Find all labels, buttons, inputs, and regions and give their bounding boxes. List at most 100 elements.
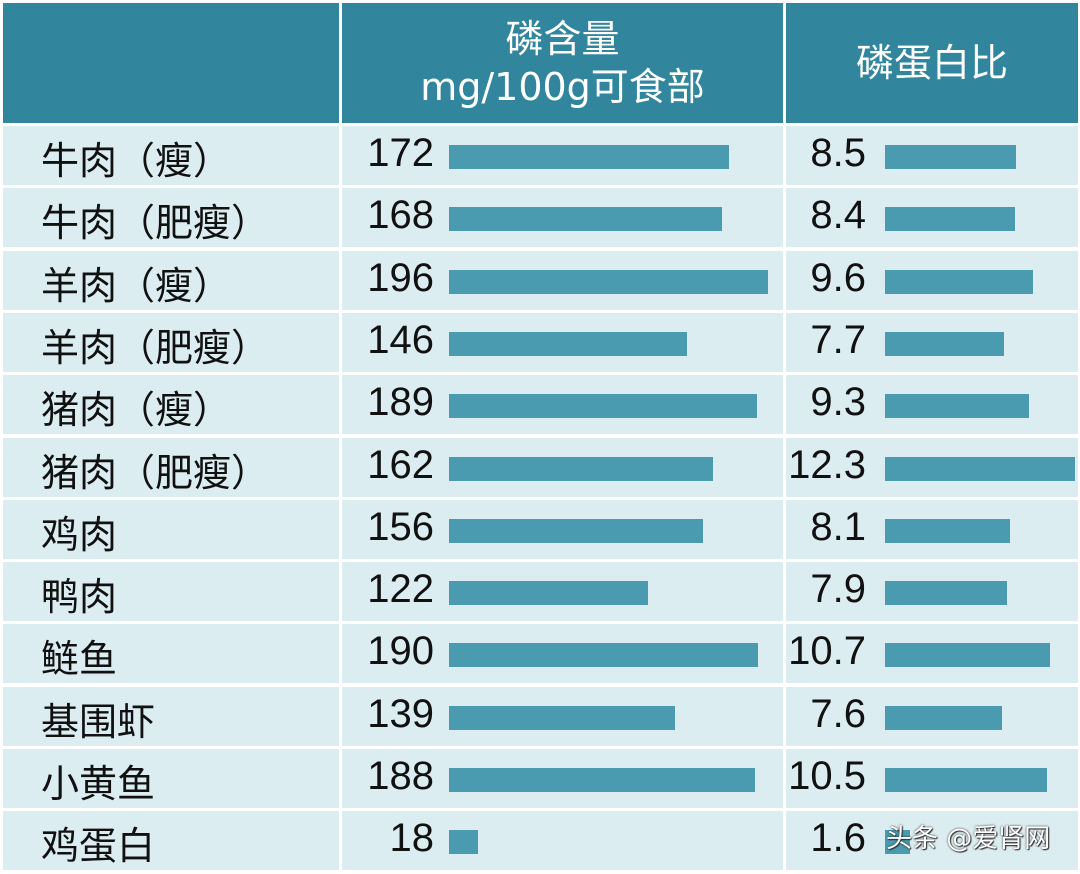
phosphorus-cell: 172 — [342, 126, 783, 185]
phosphorus-cell: 188 — [342, 749, 783, 808]
table-row: 牛肉（瘦） 172 8.5 — [0, 126, 1080, 185]
table-row: 猪肉（肥瘦） 162 12.3 — [0, 437, 1080, 497]
phosphorus-cell: 139 — [342, 686, 783, 746]
ratio-value: 10.7 — [788, 629, 866, 674]
phosphorus-cell: 156 — [342, 499, 783, 559]
ratio-cell: 8.4 — [786, 188, 1078, 248]
food-name: 猪肉（肥瘦） — [41, 450, 270, 495]
ratio-bar — [885, 394, 1029, 419]
table-row: 羊肉（瘦） 196 9.6 — [0, 250, 1080, 310]
ratio-bar — [885, 705, 1003, 730]
food-name: 羊肉（瘦） — [41, 263, 232, 308]
food-cell: 猪肉（肥瘦） — [3, 437, 339, 497]
phosphorus-bar — [449, 643, 759, 668]
ratio-cell: 8.1 — [786, 499, 1078, 559]
food-cell: 鸡蛋白 — [3, 811, 339, 871]
food-name: 鲢鱼 — [41, 637, 118, 682]
ratio-value: 9.6 — [810, 255, 866, 300]
food-cell: 鲢鱼 — [3, 624, 339, 684]
food-name: 基围虾 — [41, 699, 156, 744]
ratio-bar — [885, 145, 1017, 169]
food-cell: 鸡肉 — [3, 499, 339, 559]
phosphorus-cell: 190 — [342, 624, 783, 684]
ratio-value: 7.9 — [810, 567, 866, 612]
phosphorus-value: 139 — [367, 691, 434, 736]
phosphorus-value: 156 — [367, 504, 434, 549]
ratio-value: 8.1 — [810, 504, 866, 549]
phosphorus-cell: 18 — [342, 811, 783, 871]
phosphorus-bar — [449, 705, 676, 730]
phosphorus-bar — [449, 207, 723, 232]
ratio-cell: 7.6 — [786, 686, 1078, 746]
ratio-cell: 9.6 — [786, 250, 1078, 310]
ratio-cell: 12.3 — [786, 437, 1078, 497]
phosphorus-cell: 162 — [342, 437, 783, 497]
table-row: 鸭肉 122 7.9 — [0, 562, 1080, 622]
ratio-bar — [885, 269, 1034, 294]
table-row: 羊肉（肥瘦） 146 7.7 — [0, 312, 1080, 372]
phosphorus-bar — [449, 581, 648, 606]
food-cell: 羊肉（肥瘦） — [3, 312, 339, 372]
table-row: 猪肉（瘦） 189 9.3 — [0, 375, 1080, 435]
ratio-cell: 10.5 — [786, 749, 1078, 808]
table-row: 小黄鱼 188 10.5 — [0, 749, 1080, 808]
food-name: 猪肉（瘦） — [41, 388, 232, 433]
phosphorus-value: 18 — [389, 816, 435, 861]
ratio-cell: 7.7 — [786, 312, 1078, 372]
header-phosphorus-unit: mg/100g可食部 — [420, 65, 705, 109]
food-cell: 小黄鱼 — [3, 749, 339, 808]
phosphorus-value: 168 — [367, 193, 434, 238]
ratio-value: 8.4 — [810, 193, 866, 238]
food-name: 鸡肉 — [41, 512, 118, 557]
phosphorus-cell: 122 — [342, 562, 783, 622]
table-row: 牛肉（肥瘦） 168 8.4 — [0, 188, 1080, 248]
phosphorus-cell: 189 — [342, 375, 783, 435]
food-name: 小黄鱼 — [41, 762, 156, 806]
ratio-value: 8.5 — [810, 131, 866, 175]
table-row: 鲢鱼 190 10.7 — [0, 624, 1080, 684]
header-food — [3, 3, 339, 123]
phosphorus-bar — [449, 456, 713, 481]
ratio-bar — [885, 643, 1051, 668]
phosphorus-bar — [449, 394, 757, 419]
ratio-value: 7.7 — [810, 317, 866, 362]
phosphorus-bar — [449, 145, 729, 169]
watermark: 头条 @爱肾网 — [886, 824, 1051, 854]
phosphorus-bar — [449, 768, 755, 792]
food-name: 鸡蛋白 — [41, 824, 156, 869]
food-cell: 猪肉（瘦） — [3, 375, 339, 435]
food-name: 鸭肉 — [41, 575, 118, 620]
table-row: 鸡肉 156 8.1 — [0, 499, 1080, 559]
phosphorus-value: 196 — [367, 255, 434, 300]
table-row: 鸡蛋白 18 1.6 — [0, 811, 1080, 871]
table-row: 基围虾 139 7.6 — [0, 686, 1080, 746]
ratio-cell: 1.6 — [786, 811, 1078, 871]
food-name: 羊肉（肥瘦） — [41, 325, 270, 370]
phosphorus-value: 188 — [367, 754, 434, 798]
food-cell: 牛肉（肥瘦） — [3, 188, 339, 248]
phosphorus-bar — [449, 830, 479, 855]
ratio-cell: 8.5 — [786, 126, 1078, 185]
phosphorus-value: 162 — [367, 442, 434, 487]
ratio-value: 1.6 — [810, 816, 866, 861]
phosphorus-cell: 146 — [342, 312, 783, 372]
ratio-cell: 9.3 — [786, 375, 1078, 435]
ratio-value: 12.3 — [788, 442, 866, 487]
ratio-cell: 10.7 — [786, 624, 1078, 684]
ratio-value: 9.3 — [810, 380, 866, 425]
phosphorus-bar — [449, 331, 687, 356]
food-cell: 基围虾 — [3, 686, 339, 746]
header-phosphorus: 磷含量 mg/100g可食部 — [342, 3, 783, 123]
phosphorus-cell: 196 — [342, 250, 783, 310]
ratio-bar — [885, 830, 910, 855]
ratio-bar — [885, 456, 1075, 481]
ratio-bar — [885, 581, 1008, 606]
food-cell: 牛肉（瘦） — [3, 126, 339, 185]
food-cell: 羊肉（瘦） — [3, 250, 339, 310]
phosphorus-value: 122 — [367, 567, 434, 612]
phosphorus-value: 190 — [367, 629, 434, 674]
ratio-bar — [885, 518, 1011, 543]
food-name: 牛肉（肥瘦） — [41, 201, 270, 246]
phosphorus-value: 189 — [367, 380, 434, 425]
